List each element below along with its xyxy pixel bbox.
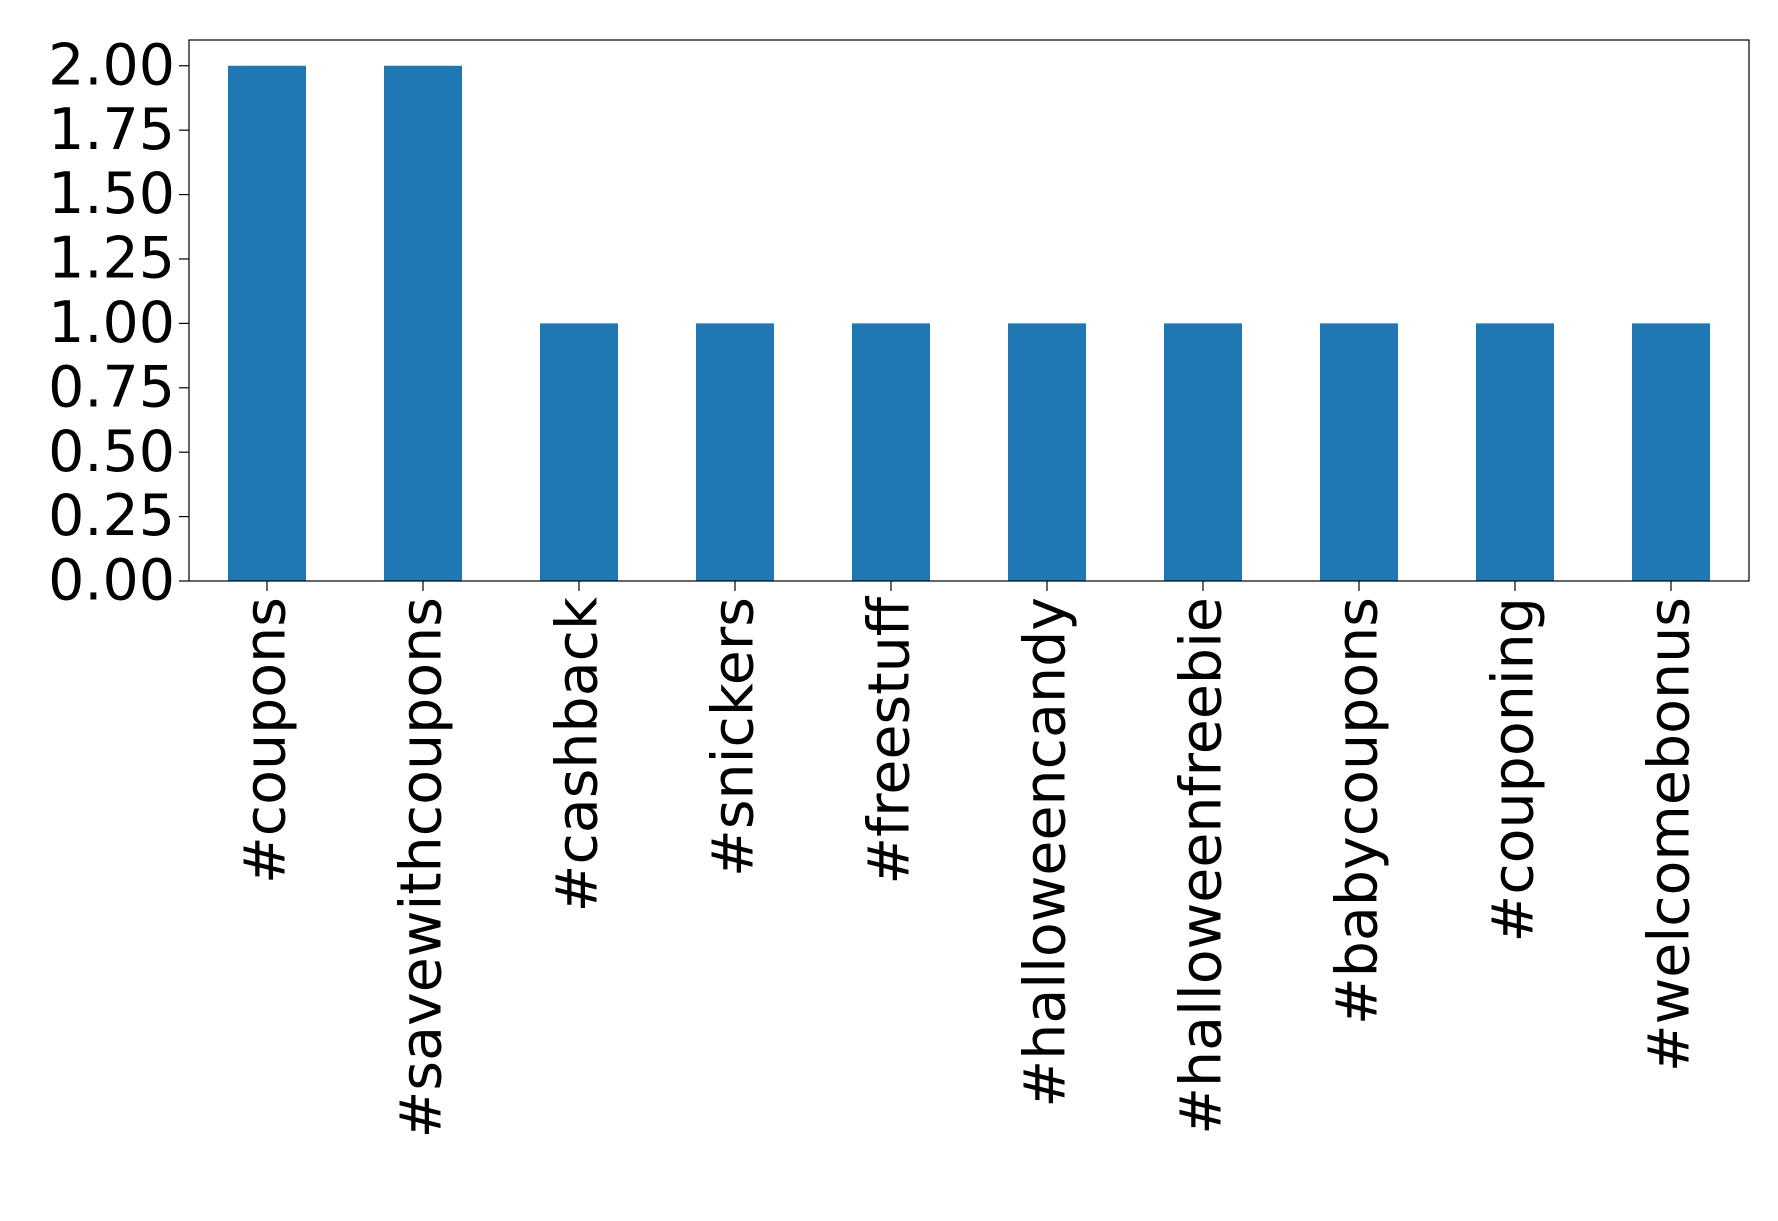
y-tick-label: 1.50 xyxy=(48,161,175,227)
bar xyxy=(540,323,618,581)
y-tick-label: 0.75 xyxy=(48,354,175,420)
bar xyxy=(1476,323,1554,581)
bar xyxy=(1320,323,1398,581)
y-tick-label: 1.75 xyxy=(48,97,175,163)
y-tick-label: 2.00 xyxy=(48,32,175,98)
x-tick-label: #halloweencandy xyxy=(1013,597,1079,1108)
x-tick-label: #coupons xyxy=(233,597,299,884)
bar xyxy=(696,323,774,581)
bar xyxy=(1008,323,1086,581)
x-tick-label: #savewithcoupons xyxy=(389,597,455,1138)
y-tick-label: 0.00 xyxy=(48,548,175,614)
y-tick-label: 1.00 xyxy=(48,290,175,356)
x-tick-label: #snickers xyxy=(701,597,767,877)
y-tick-label: 0.25 xyxy=(48,483,175,549)
x-tick-label: #freestuff xyxy=(857,595,923,884)
plot-frame xyxy=(188,39,1750,582)
bar xyxy=(1632,323,1710,581)
x-tick-label: #halloweenfreebie xyxy=(1169,597,1235,1135)
y-tick-label: 0.50 xyxy=(48,419,175,485)
x-tick-label: #cashback xyxy=(545,597,611,912)
x-tick-label: #babycoupons xyxy=(1325,597,1391,1025)
x-tick-label: #welcomebonus xyxy=(1637,597,1703,1072)
x-tick-label: #couponing xyxy=(1481,597,1547,942)
bar xyxy=(384,65,462,581)
bar xyxy=(228,65,306,581)
y-tick-label: 1.25 xyxy=(48,226,175,292)
bar xyxy=(1164,323,1242,581)
bar xyxy=(852,323,930,581)
